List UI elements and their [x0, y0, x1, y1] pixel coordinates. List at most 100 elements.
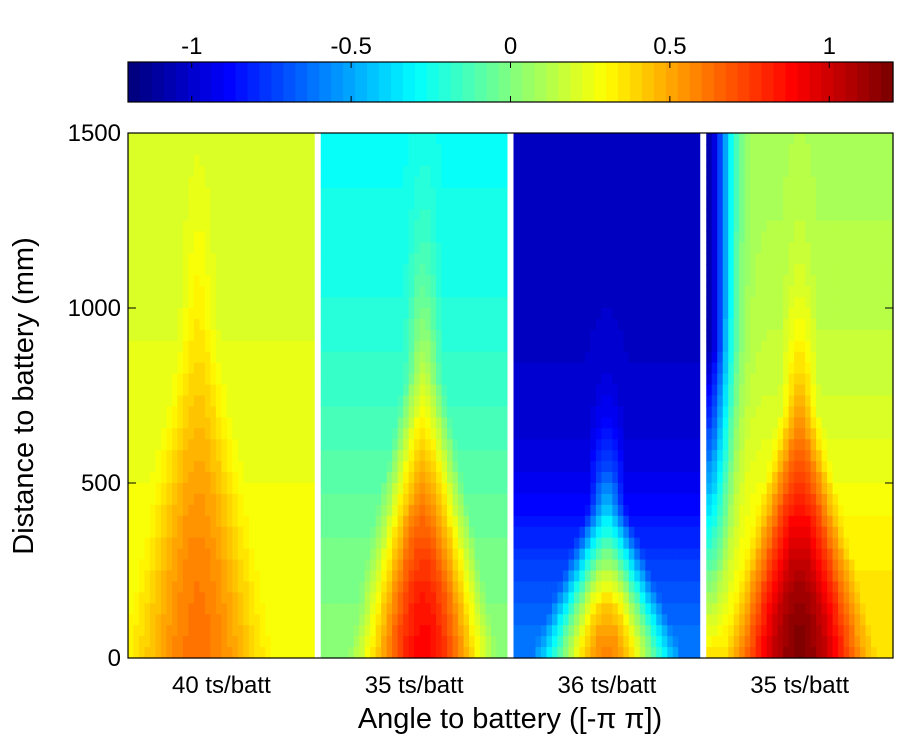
heatmap-cell	[535, 329, 542, 342]
heatmap-cell	[298, 504, 305, 517]
heatmap-cell	[160, 592, 168, 604]
heatmap-cell	[298, 636, 305, 648]
heatmap-cell	[337, 614, 344, 626]
heatmap-cell	[248, 647, 255, 659]
heatmap-cell	[590, 548, 597, 561]
heatmap-cell	[298, 187, 305, 200]
heatmap-cell	[689, 395, 696, 408]
heatmap-cell	[342, 483, 349, 495]
heatmap-cell	[452, 220, 459, 233]
heatmap-cell	[128, 395, 135, 408]
heatmap-cell	[601, 165, 608, 178]
heatmap-cell	[480, 504, 487, 517]
heatmap-cell	[639, 176, 646, 189]
heatmap-cell	[496, 504, 503, 517]
heatmap-cell	[661, 143, 668, 156]
heatmap-cell	[226, 428, 233, 440]
heatmap-cell	[463, 592, 470, 604]
heatmap-cell	[496, 406, 503, 418]
heatmap-cell	[292, 559, 299, 572]
heatmap-cell	[149, 187, 157, 200]
heatmap-cell	[254, 165, 261, 178]
heatmap-cell	[149, 472, 157, 484]
heatmap-cell	[259, 373, 266, 386]
heatmap-cell	[133, 461, 140, 473]
heatmap-cell	[606, 504, 613, 517]
heatmap-cell	[430, 286, 437, 298]
heatmap-cell	[320, 526, 327, 539]
heatmap-cell	[650, 209, 657, 222]
heatmap-cell	[590, 559, 597, 572]
heatmap-cell	[386, 461, 393, 473]
heatmap-cell	[425, 253, 432, 265]
heatmap-cell	[689, 351, 696, 364]
heatmap-cell	[645, 526, 652, 539]
heatmap-cell	[485, 133, 492, 145]
heatmap-cell	[535, 154, 542, 167]
heatmap-cell	[248, 570, 255, 583]
heatmap-cell	[204, 559, 211, 572]
heatmap-cell	[694, 384, 701, 397]
heatmap-cell	[375, 614, 382, 626]
heatmap-cell	[546, 636, 553, 648]
heatmap-cell	[595, 187, 602, 200]
colorbar-step	[438, 62, 452, 102]
heatmap-cell	[573, 187, 581, 200]
heatmap-cell	[265, 264, 272, 276]
heatmap-cell	[370, 472, 377, 484]
heatmap-cell	[353, 559, 360, 572]
heatmap-cell	[694, 417, 701, 429]
heatmap-cell	[678, 340, 685, 353]
heatmap-cell	[287, 220, 294, 233]
heatmap-cell	[331, 220, 338, 233]
heatmap-cell	[221, 406, 228, 418]
heatmap-cell	[320, 165, 327, 178]
heatmap-cell	[524, 592, 531, 604]
heatmap-cell	[254, 493, 261, 506]
heatmap-cell	[254, 242, 261, 254]
heatmap-cell	[419, 308, 426, 320]
heatmap-cell	[287, 548, 294, 561]
heatmap-cell	[645, 209, 652, 222]
heatmap-cell	[397, 231, 404, 243]
heatmap-cell	[496, 603, 503, 615]
heatmap-cell	[672, 275, 679, 287]
heatmap-cell	[320, 559, 327, 572]
heatmap-cell	[204, 636, 211, 648]
heatmap-cell	[188, 286, 195, 298]
heatmap-cell	[540, 275, 548, 287]
heatmap-cell	[612, 351, 619, 364]
heatmap-cell	[474, 253, 481, 265]
colorbar-step	[199, 62, 213, 102]
heatmap-cell	[237, 559, 244, 572]
heatmap-cell	[441, 143, 448, 156]
heatmap-cell	[210, 340, 217, 353]
heatmap-cell	[287, 559, 294, 572]
heatmap-cell	[397, 187, 404, 200]
heatmap-cell	[645, 450, 652, 462]
heatmap-cell	[667, 154, 674, 167]
heatmap-cell	[403, 187, 410, 200]
heatmap-cell	[568, 625, 575, 637]
heatmap-cell	[672, 548, 679, 561]
heatmap-cell	[513, 384, 520, 397]
heatmap-cell	[320, 395, 327, 408]
heatmap-cell	[232, 526, 239, 539]
heatmap-cell	[331, 187, 338, 200]
heatmap-cell	[441, 526, 448, 539]
heatmap-cell	[419, 395, 426, 408]
heatmap-cell	[590, 187, 597, 200]
heatmap-cell	[408, 384, 415, 397]
heatmap-cell	[353, 133, 360, 145]
heatmap-cell	[359, 176, 366, 189]
heatmap-cell	[182, 483, 190, 495]
heatmap-cell	[166, 493, 173, 506]
heatmap-cell	[452, 351, 459, 364]
heatmap-cell	[540, 329, 548, 342]
heatmap-cell	[309, 647, 316, 659]
heatmap-cell	[226, 625, 233, 637]
heatmap-cell	[513, 493, 520, 506]
heatmap-cell	[623, 483, 630, 495]
heatmap-cell	[447, 143, 454, 156]
heatmap-cell	[436, 493, 443, 506]
